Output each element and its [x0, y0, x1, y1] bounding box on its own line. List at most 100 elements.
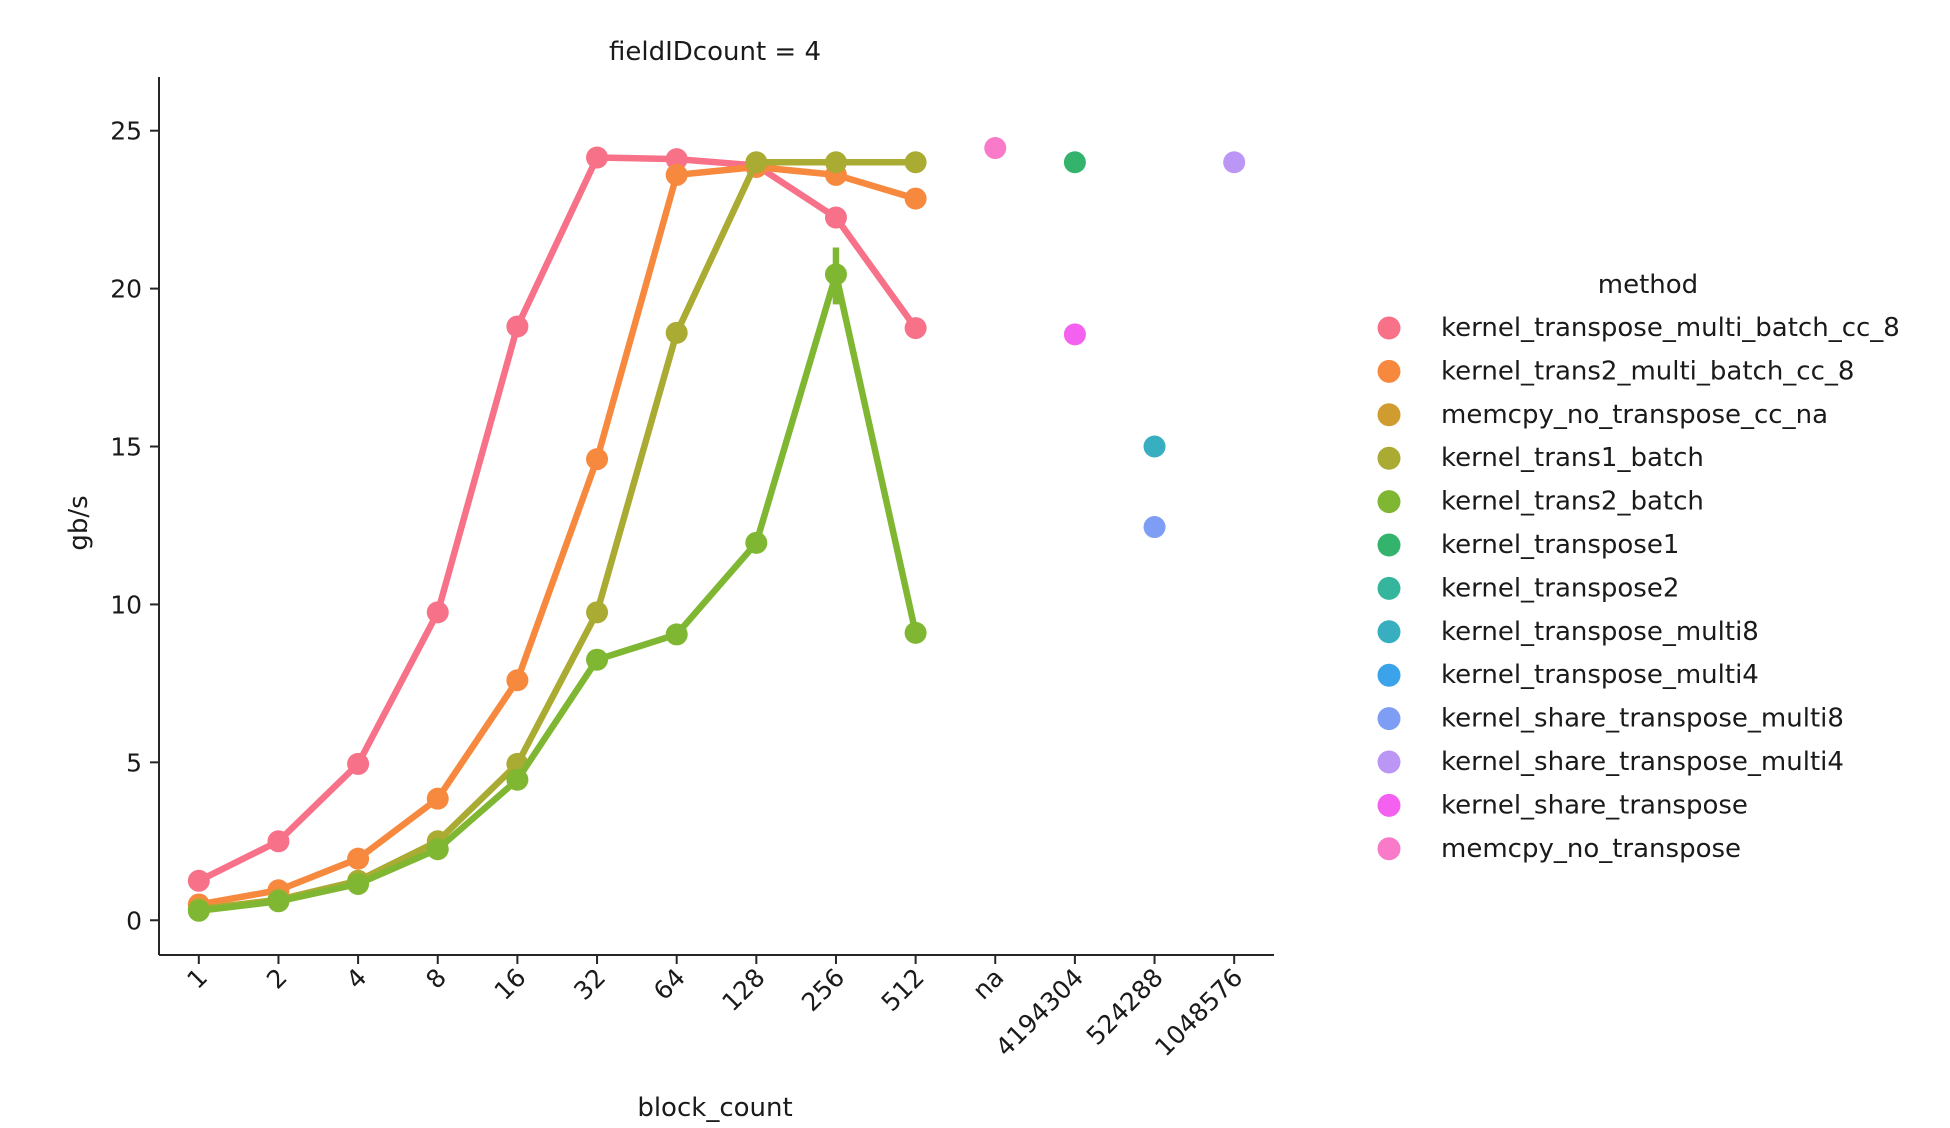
- legend-marker: [1377, 620, 1401, 644]
- legend-label: kernel_trans2_multi_batch_cc_8: [1441, 356, 1854, 386]
- data-point: [1143, 435, 1166, 458]
- chart-title: fieldIDcount = 4: [609, 37, 821, 67]
- legend-title: method: [1598, 270, 1698, 300]
- series-group: [1143, 435, 1166, 458]
- x-tick-label: 4194304: [990, 963, 1089, 1062]
- y-tick-label: 10: [110, 590, 142, 619]
- x-tick-label: 128: [716, 963, 770, 1017]
- data-point: [426, 787, 449, 810]
- data-point: [665, 163, 688, 186]
- legend-label: kernel_share_transpose_multi4: [1441, 747, 1844, 777]
- data-point: [506, 315, 529, 338]
- legend-marker: [1377, 837, 1401, 861]
- y-tick-label: 15: [110, 433, 142, 462]
- legend-marker: [1377, 446, 1401, 470]
- series-line: [195, 271, 919, 915]
- legend-marker: [1377, 663, 1401, 687]
- data-point: [586, 146, 609, 169]
- x-tick-label: 4: [341, 963, 373, 995]
- data-point: [347, 847, 370, 870]
- series-line: [195, 154, 919, 885]
- legend-label: kernel_share_transpose_multi8: [1441, 704, 1844, 734]
- series-group: [187, 146, 927, 892]
- data-point: [745, 531, 768, 554]
- series-group: [1063, 323, 1086, 346]
- y-axis-label: gb/s: [64, 495, 94, 550]
- series-group: [1063, 151, 1086, 174]
- data-point: [745, 151, 768, 174]
- y-tick-label: 5: [126, 748, 142, 777]
- data-point: [267, 830, 290, 853]
- legend-label: memcpy_no_transpose_cc_na: [1441, 400, 1828, 430]
- legend-label: kernel_transpose2: [1441, 573, 1679, 603]
- data-point: [506, 669, 529, 692]
- data-point: [506, 768, 529, 791]
- x-tick-label: 64: [648, 963, 691, 1006]
- legend-marker: [1377, 316, 1401, 340]
- data-point: [904, 187, 927, 210]
- legend-marker: [1377, 403, 1401, 427]
- legend-marker: [1377, 707, 1401, 731]
- data-point: [665, 623, 688, 646]
- data-point: [824, 206, 847, 229]
- legend-label: kernel_trans1_batch: [1441, 443, 1704, 473]
- legend-marker: [1377, 533, 1401, 557]
- legend-label: kernel_share_transpose: [1441, 790, 1748, 820]
- data-point: [586, 448, 609, 471]
- series-group: [1223, 151, 1246, 174]
- data-point: [267, 890, 290, 913]
- series-group: [1143, 516, 1166, 539]
- legend-marker: [1377, 359, 1401, 383]
- series-group: [187, 156, 927, 916]
- y-tick-label: 0: [126, 906, 142, 935]
- x-tick-label: 16: [489, 963, 532, 1006]
- data-point: [665, 148, 688, 171]
- series-line: [195, 159, 919, 913]
- series-group: [187, 151, 927, 921]
- series-line: [195, 163, 919, 908]
- data-point: [187, 899, 210, 922]
- x-tick-label: 1048576: [1149, 963, 1248, 1062]
- y-tick-label: 20: [110, 275, 142, 304]
- x-tick-label: 2: [261, 963, 293, 995]
- legend-label: kernel_trans2_batch: [1441, 487, 1704, 517]
- legend-label: kernel_transpose_multi4: [1441, 660, 1759, 690]
- data-point: [347, 872, 370, 895]
- data-point: [904, 317, 927, 340]
- x-tick-label: 8: [420, 963, 452, 995]
- data-point: [187, 869, 210, 892]
- data-point: [1063, 323, 1086, 346]
- legend-marker: [1377, 793, 1401, 817]
- legend-label: memcpy_no_transpose: [1441, 834, 1741, 864]
- series-group: [187, 247, 927, 922]
- data-point: [1223, 151, 1246, 174]
- data-point: [1063, 151, 1086, 174]
- x-tick-label: 256: [796, 963, 850, 1017]
- data-point: [426, 601, 449, 624]
- data-point: [824, 151, 847, 174]
- legend: method kernel_transpose_multi_batch_cc_8…: [1377, 270, 1900, 864]
- legend-items: kernel_transpose_multi_batch_cc_8 kernel_…: [1377, 313, 1900, 864]
- series-group: [984, 137, 1007, 160]
- data-point: [586, 601, 609, 624]
- x-tick-label: na: [967, 963, 1010, 1006]
- legend-label: kernel_transpose1: [1441, 530, 1679, 560]
- legend-marker: [1377, 576, 1401, 600]
- data-point: [586, 648, 609, 671]
- data-point: [904, 151, 927, 174]
- x-axis-label: block_count: [637, 1093, 792, 1123]
- data-point: [904, 621, 927, 644]
- legend-marker: [1377, 750, 1401, 774]
- legend-label: kernel_transpose_multi_batch_cc_8: [1441, 313, 1900, 343]
- x-tick-label: 512: [876, 963, 930, 1017]
- data-point: [426, 838, 449, 861]
- y-tick-label: 25: [110, 117, 142, 146]
- legend-label: kernel_transpose_multi8: [1441, 617, 1759, 647]
- data-point: [824, 263, 847, 286]
- data-point: [665, 321, 688, 344]
- x-tick-label: 32: [568, 963, 611, 1006]
- data-point: [347, 752, 370, 775]
- x-tick-label: 1: [181, 963, 213, 995]
